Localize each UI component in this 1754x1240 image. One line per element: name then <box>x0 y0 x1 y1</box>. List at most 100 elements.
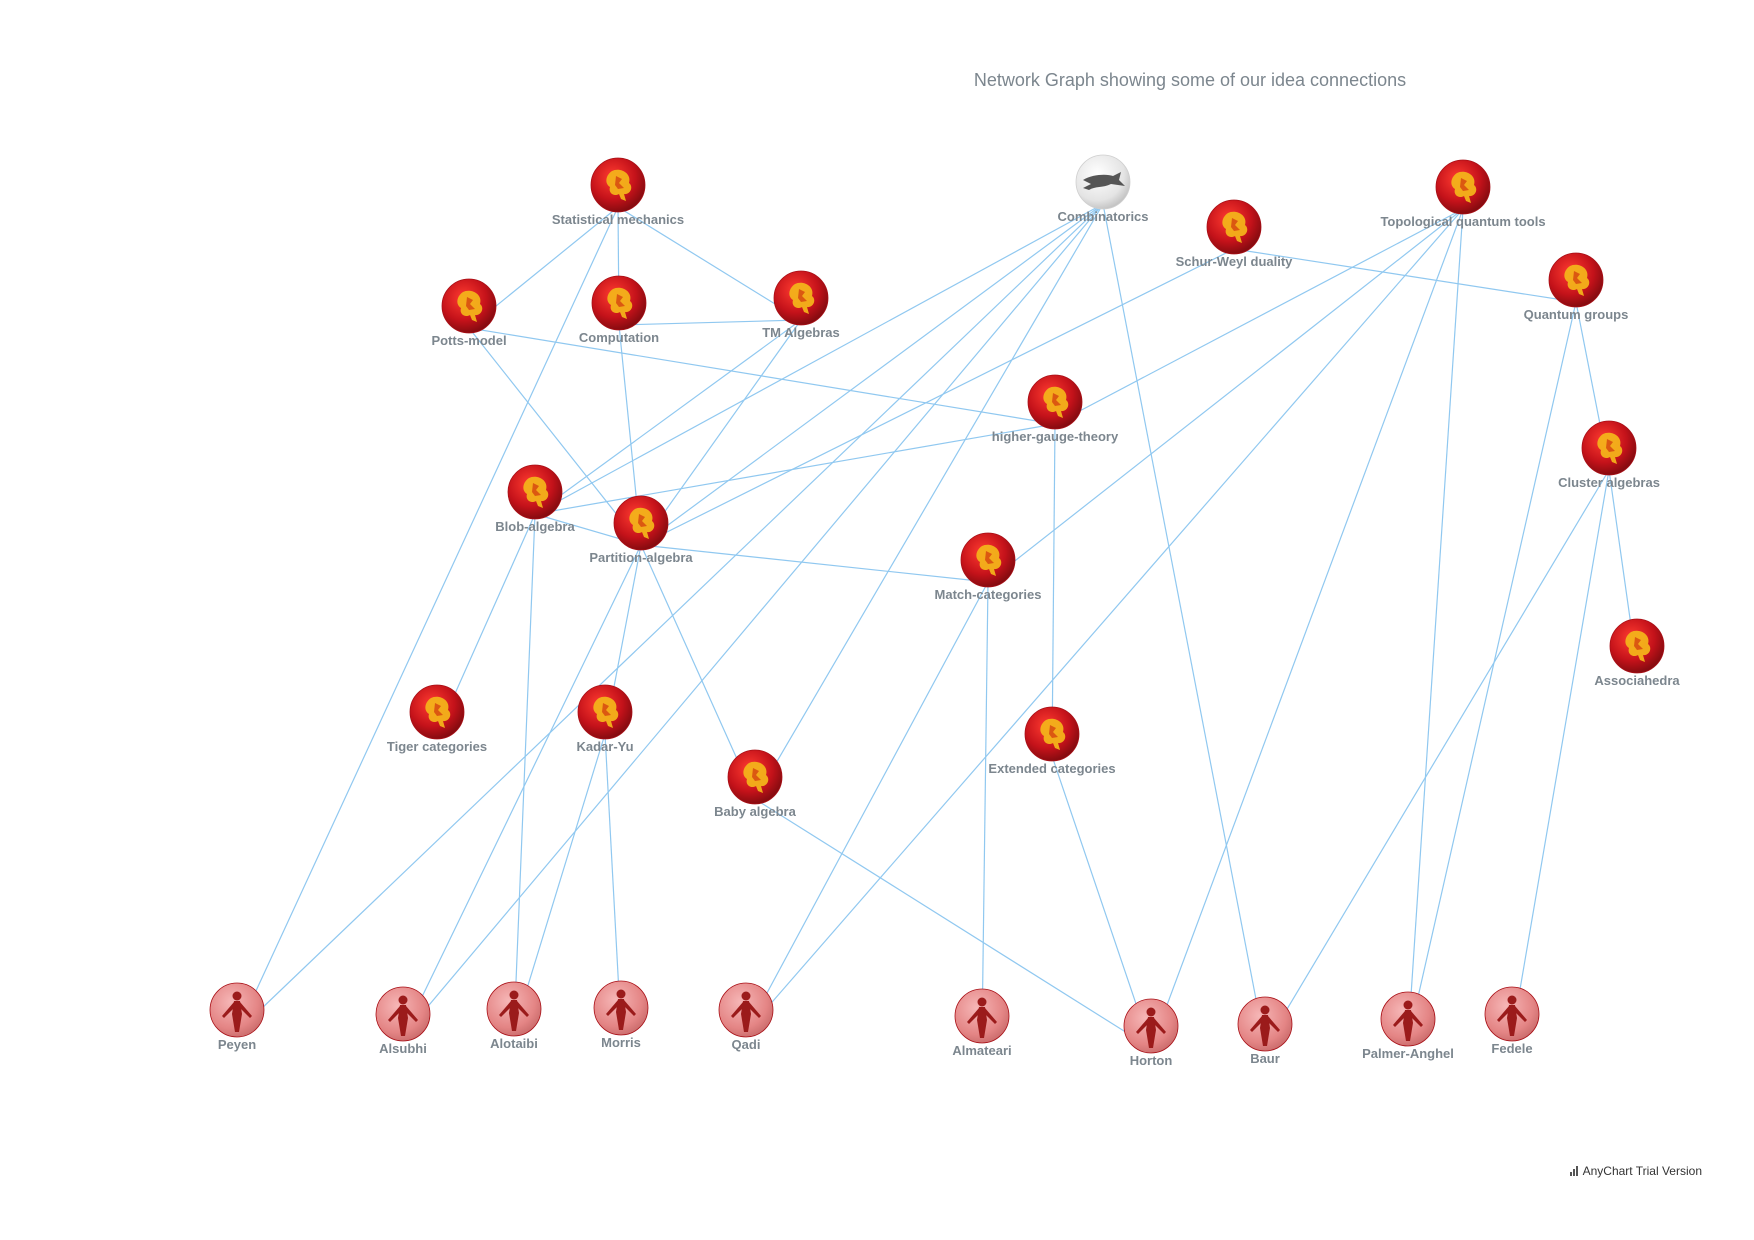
node-combinatorics[interactable]: Combinatorics <box>1057 154 1149 224</box>
lion-crest-icon <box>789 282 815 314</box>
node-statistical-mechanics[interactable]: Statistical mechanics <box>552 157 684 227</box>
node-label: Computation <box>579 330 659 345</box>
edge-topological-quantum-tools-to-palmer-anghel <box>1407 208 1464 1042</box>
edge-higher-gauge-theory-to-extended-categories <box>1051 423 1056 757</box>
person-icon <box>606 989 636 1030</box>
node-label: Match-categories <box>935 587 1042 602</box>
edge-baby-algebra-to-horton <box>754 798 1152 1049</box>
person-icon <box>1136 1007 1166 1048</box>
edge-match-categories-to-qadi <box>745 581 989 1033</box>
edge-potts-model-to-higher-gauge-theory <box>468 327 1056 425</box>
edge-partition-algebra-to-match-categories <box>640 544 989 583</box>
edge-topological-quantum-tools-to-horton <box>1150 208 1464 1049</box>
person-icon <box>1393 1000 1423 1041</box>
node-tiger-categories[interactable]: Tiger categories <box>387 684 487 754</box>
lion-crest-icon <box>743 761 769 793</box>
lion-crest-icon <box>457 290 483 322</box>
person-icon <box>1497 995 1527 1036</box>
node-label: TM Algebras <box>762 325 840 340</box>
lion-crest-icon <box>606 169 632 201</box>
node-label: Baur <box>1250 1051 1280 1066</box>
node-blob-algebra[interactable]: Blob-algebra <box>495 464 575 534</box>
edge-topological-quantum-tools-to-match-categories <box>987 208 1464 583</box>
edge-statistical-mechanics-to-peyen <box>236 206 619 1033</box>
node-cluster-algebras[interactable]: Cluster algebras <box>1558 420 1660 490</box>
node-label: Statistical mechanics <box>552 212 684 227</box>
node-label: Alotaibi <box>490 1036 538 1051</box>
node-baby-algebra[interactable]: Baby algebra <box>714 749 797 819</box>
person-icon <box>967 997 997 1038</box>
node-label: Quantum groups <box>1524 307 1629 322</box>
lion-crest-icon <box>1043 386 1069 418</box>
node-palmer-anghel[interactable]: Palmer-Anghel <box>1362 991 1454 1061</box>
lion-crest-icon <box>607 287 633 319</box>
node-horton[interactable]: Horton <box>1123 998 1179 1068</box>
edge-cluster-algebras-to-baur <box>1264 469 1610 1047</box>
edge-topological-quantum-tools-to-higher-gauge-theory <box>1054 208 1464 425</box>
node-partition-algebra[interactable]: Partition-algebra <box>589 495 693 565</box>
node-label: Horton <box>1130 1053 1173 1068</box>
node-label: Extended categories <box>988 761 1115 776</box>
edge-cluster-algebras-to-fedele <box>1511 469 1610 1037</box>
anychart-logo-icon <box>1569 1166 1580 1176</box>
node-label: Fedele <box>1491 1041 1532 1056</box>
lion-crest-icon <box>523 476 549 508</box>
node-baur[interactable]: Baur <box>1237 996 1293 1066</box>
edge-combinatorics-to-baur <box>1102 203 1266 1047</box>
credits-text: AnyChart Trial Version <box>1582 1164 1702 1178</box>
node-quantum-groups[interactable]: Quantum groups <box>1524 252 1629 322</box>
lion-crest-icon <box>629 507 655 539</box>
edge-topological-quantum-tools-to-qadi <box>745 208 1464 1033</box>
person-icon <box>731 991 761 1032</box>
lion-crest-icon <box>1597 432 1623 464</box>
edge-kadar-yu-to-morris <box>604 733 622 1031</box>
chart-title: Network Graph showing some of our idea c… <box>974 70 1406 90</box>
edge-combinatorics-to-partition-algebra <box>640 203 1104 546</box>
node-topological-quantum-tools[interactable]: Topological quantum tools <box>1380 159 1546 229</box>
node-kadar-yu[interactable]: Kadar-Yu <box>576 684 634 754</box>
node-schur-weyl-duality[interactable]: Schur-Weyl duality <box>1176 199 1294 269</box>
node-higher-gauge-theory[interactable]: higher-gauge-theory <box>992 374 1119 444</box>
node-computation[interactable]: Computation <box>579 275 659 345</box>
node-match-categories[interactable]: Match-categories <box>935 532 1042 602</box>
person-icon <box>1250 1005 1280 1046</box>
node-fedele[interactable]: Fedele <box>1484 986 1540 1056</box>
node-morris[interactable]: Morris <box>593 980 649 1050</box>
node-alsubhi[interactable]: Alsubhi <box>375 986 431 1056</box>
edge-combinatorics-to-alsubhi <box>402 203 1104 1037</box>
node-extended-categories[interactable]: Extended categories <box>988 706 1116 776</box>
node-label: Kadar-Yu <box>576 739 633 754</box>
node-label: Alsubhi <box>379 1041 427 1056</box>
lion-crest-icon <box>1451 171 1477 203</box>
edge-layer <box>236 203 1638 1049</box>
node-label: Potts-model <box>431 333 506 348</box>
lion-crest-icon <box>976 544 1002 576</box>
node-peyen[interactable]: Peyen <box>209 982 265 1052</box>
node-potts-model[interactable]: Potts-model <box>431 278 507 348</box>
lion-crest-icon <box>1040 718 1066 750</box>
person-icon <box>388 995 418 1036</box>
node-label: Cluster algebras <box>1558 475 1660 490</box>
node-label: Associahedra <box>1594 673 1680 688</box>
edge-combinatorics-to-baby-algebra <box>754 203 1104 800</box>
edge-match-categories-to-almateari <box>981 581 989 1039</box>
node-alotaibi[interactable]: Alotaibi <box>486 981 542 1051</box>
node-qadi[interactable]: Qadi <box>718 982 774 1052</box>
edge-statistical-mechanics-to-tm-algebras <box>617 206 802 321</box>
node-associahedra[interactable]: Associahedra <box>1594 618 1680 688</box>
edge-combinatorics-to-peyen <box>236 203 1104 1033</box>
node-label: Peyen <box>218 1037 256 1052</box>
edge-partition-algebra-to-baby-algebra <box>640 544 756 800</box>
lion-crest-icon <box>1625 630 1651 662</box>
node-label: Morris <box>601 1035 641 1050</box>
edge-blob-algebra-to-alotaibi <box>513 513 536 1032</box>
node-label: Topological quantum tools <box>1380 214 1545 229</box>
node-label: Baby algebra <box>714 804 796 819</box>
edge-combinatorics-to-blob-algebra <box>534 203 1104 515</box>
node-label: Partition-algebra <box>589 550 693 565</box>
node-almateari[interactable]: Almateari <box>952 988 1012 1058</box>
node-tm-algebras[interactable]: TM Algebras <box>762 270 840 340</box>
lion-crest-icon <box>425 696 451 728</box>
credits[interactable]: AnyChart Trial Version <box>1569 1164 1702 1178</box>
